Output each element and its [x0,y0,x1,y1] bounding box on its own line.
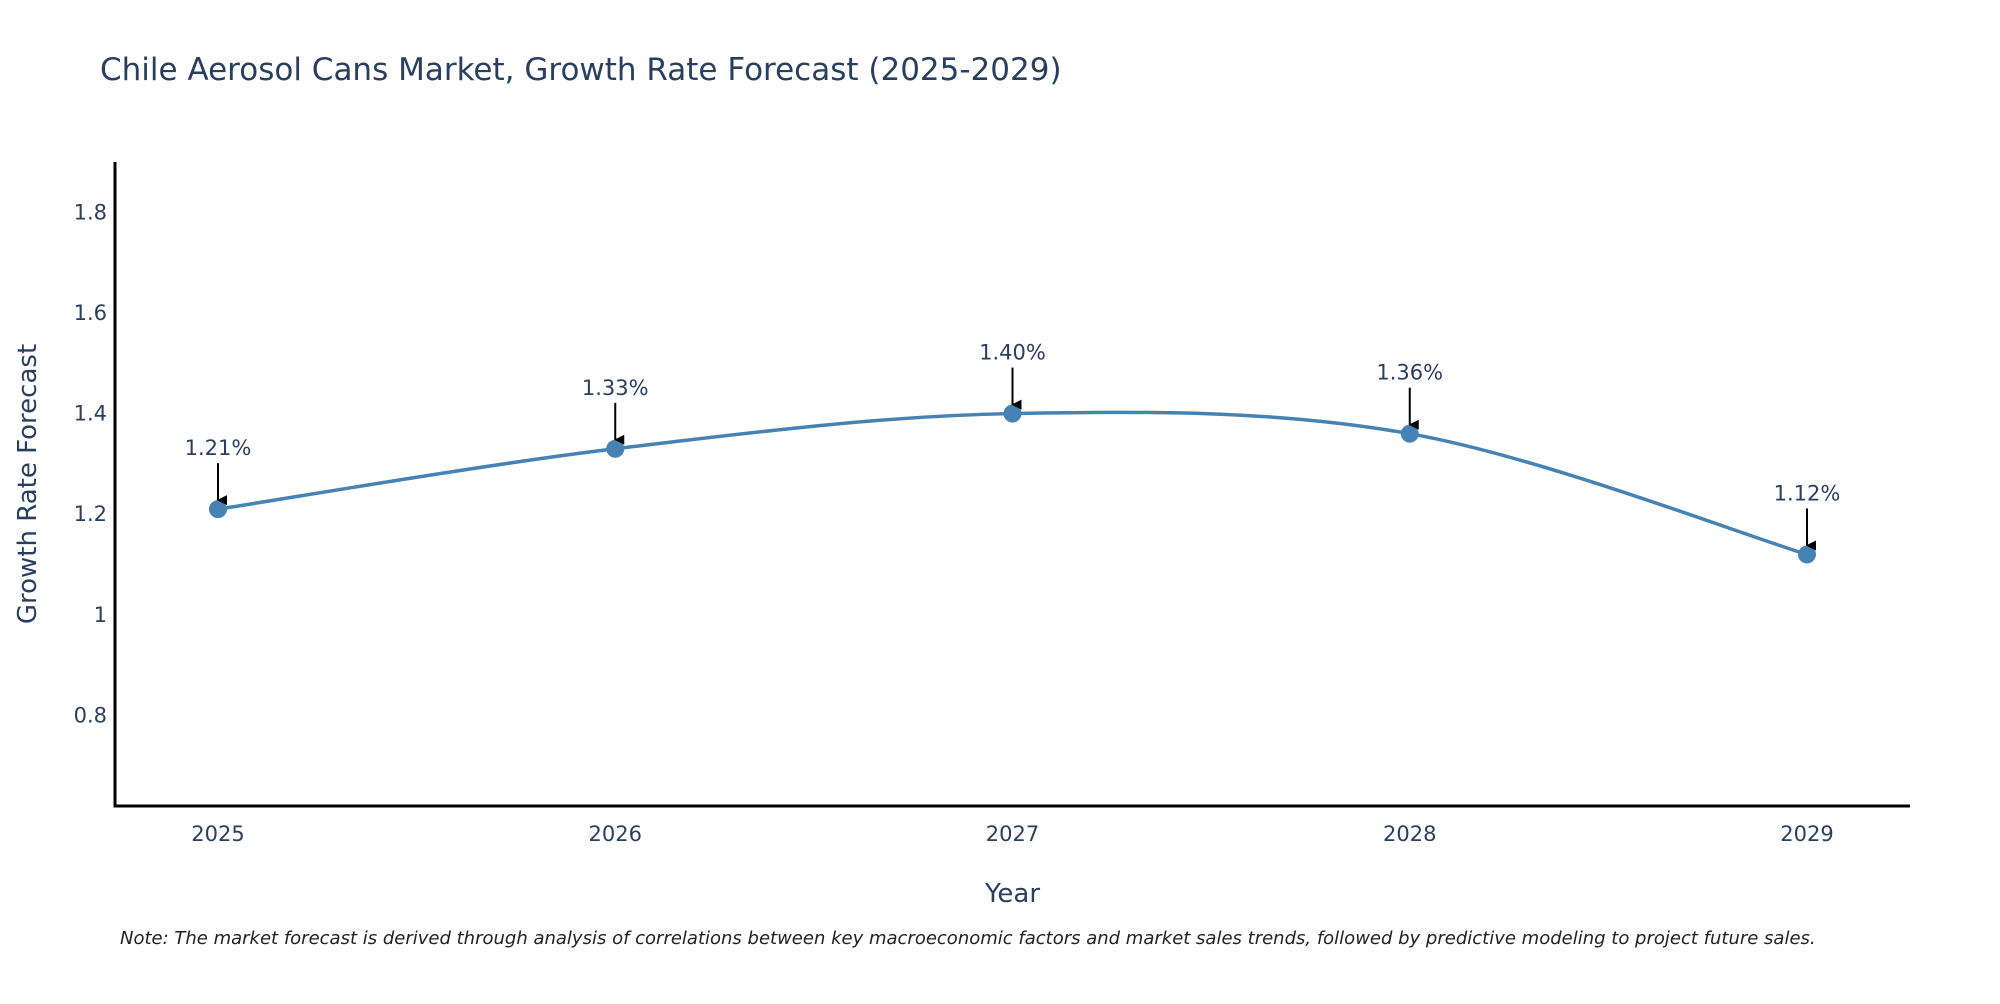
y-axis-title: Growth Rate Forecast [13,344,43,624]
y-tick-label: 1.4 [74,402,107,426]
y-tick-label: 1 [94,603,107,627]
data-label: 1.21% [185,436,252,460]
y-axis-ticks: 0.8 1 1.2 1.4 1.6 1.8 [74,200,107,727]
plot-area: 0.8 1 1.2 1.4 1.6 1.8 2025 2026 2027 2028 2029 1.… [74,162,1910,846]
y-tick-label: 0.8 [74,703,107,727]
y-tick-label: 1.6 [74,301,107,325]
series-line [217,410,1808,557]
data-label-annotations: 1.21% 1.33% 1.40% 1.36% 1.12% [185,341,1841,551]
data-label: 1.40% [979,341,1046,365]
data-label: 1.33% [582,376,649,400]
footnote: Note: The market forecast is derived thr… [120,928,1816,949]
chart-title: Chile Aerosol Cans Market, Growth Rate F… [100,52,1062,88]
x-tick-label: 2027 [986,822,1039,846]
data-point[interactable] [209,500,227,519]
y-tick-label: 1.2 [74,502,107,526]
data-point[interactable] [606,439,625,458]
x-axis-ticks: 2025 2026 2027 2028 2029 [191,822,1833,846]
data-point[interactable] [1003,404,1022,423]
data-label: 1.36% [1376,361,1443,385]
data-label: 1.12% [1774,481,1841,505]
y-tick-label: 1.8 [74,200,107,224]
data-point[interactable] [1400,424,1419,443]
x-axis-title: Year [984,879,1040,909]
x-tick-label: 2025 [191,822,244,846]
data-point[interactable] [1798,545,1816,564]
data-points [209,404,1816,564]
x-tick-label: 2029 [1780,822,1833,846]
x-tick-label: 2028 [1383,822,1436,846]
x-tick-label: 2026 [589,822,642,846]
